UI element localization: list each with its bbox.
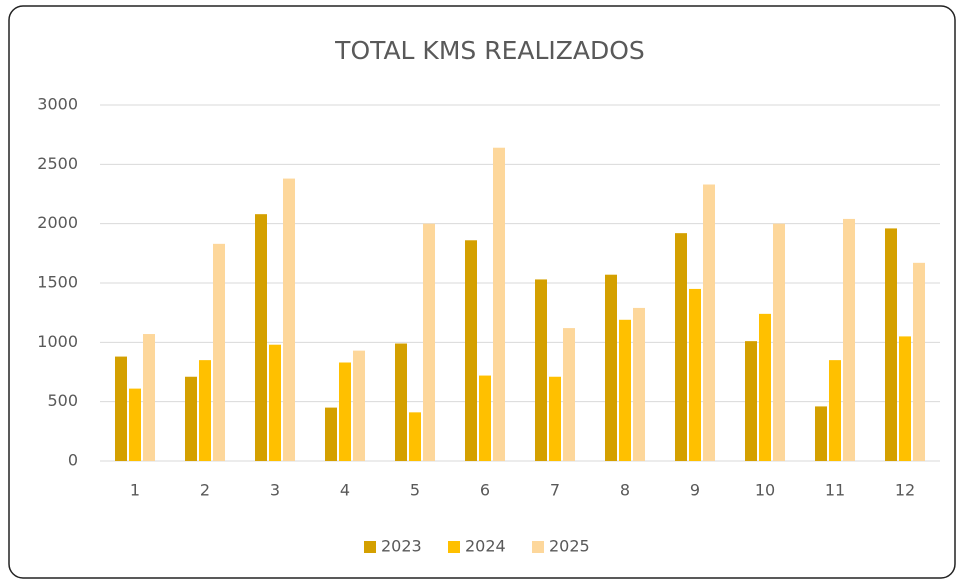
bar — [619, 319, 631, 461]
chart-title: TOTAL KMS REALIZADOS — [334, 36, 645, 65]
bar — [675, 233, 687, 461]
x-tick-label: 10 — [755, 481, 775, 500]
bar — [409, 412, 421, 461]
legend-label: 2023 — [381, 537, 422, 556]
y-tick-label: 1500 — [37, 273, 78, 292]
bar — [185, 376, 197, 461]
bar — [213, 243, 225, 461]
bar — [829, 360, 841, 461]
bar — [479, 375, 491, 461]
bar — [255, 214, 267, 461]
y-tick-label: 3000 — [37, 95, 78, 114]
bar — [759, 313, 771, 461]
bar — [283, 178, 295, 461]
x-tick-label: 3 — [270, 481, 280, 500]
legend-label: 2024 — [465, 537, 506, 556]
x-tick-label: 5 — [410, 481, 420, 500]
bar — [325, 407, 337, 461]
bar — [605, 274, 617, 461]
legend-label: 2025 — [549, 537, 590, 556]
x-tick-label: 12 — [895, 481, 915, 500]
bar — [549, 376, 561, 461]
bar — [423, 223, 435, 461]
x-tick-label: 1 — [130, 481, 140, 500]
bar — [633, 307, 645, 461]
y-tick-label: 500 — [47, 391, 78, 410]
bar — [353, 350, 365, 461]
bar — [703, 184, 715, 462]
bar — [129, 388, 141, 461]
x-tick-label: 2 — [200, 481, 210, 500]
x-tick-label: 4 — [340, 481, 350, 500]
bar — [899, 336, 911, 461]
bar — [199, 360, 211, 461]
bar — [773, 223, 785, 461]
bar — [563, 328, 575, 461]
legend-swatch — [532, 541, 544, 553]
y-tick-label: 2500 — [37, 154, 78, 173]
bar — [339, 362, 351, 461]
x-tick-label: 7 — [550, 481, 560, 500]
bar — [115, 356, 127, 461]
bar — [815, 406, 827, 461]
bar — [885, 228, 897, 461]
x-tick-label: 8 — [620, 481, 630, 500]
x-tick-label: 11 — [825, 481, 845, 500]
bar — [745, 341, 757, 461]
y-tick-label: 2000 — [37, 213, 78, 232]
x-tick-label: 6 — [480, 481, 490, 500]
bar — [395, 343, 407, 461]
legend-swatch — [364, 541, 376, 553]
bar — [269, 344, 281, 461]
bar — [493, 147, 505, 461]
bar — [913, 262, 925, 461]
y-tick-label: 1000 — [37, 332, 78, 351]
bar — [465, 240, 477, 461]
bar — [535, 279, 547, 461]
y-tick-label: 0 — [68, 451, 78, 470]
legend-swatch — [448, 541, 460, 553]
bar — [843, 218, 855, 461]
bar — [689, 288, 701, 461]
chart-frame — [8, 5, 956, 579]
bar — [143, 334, 155, 461]
x-tick-label: 9 — [690, 481, 700, 500]
